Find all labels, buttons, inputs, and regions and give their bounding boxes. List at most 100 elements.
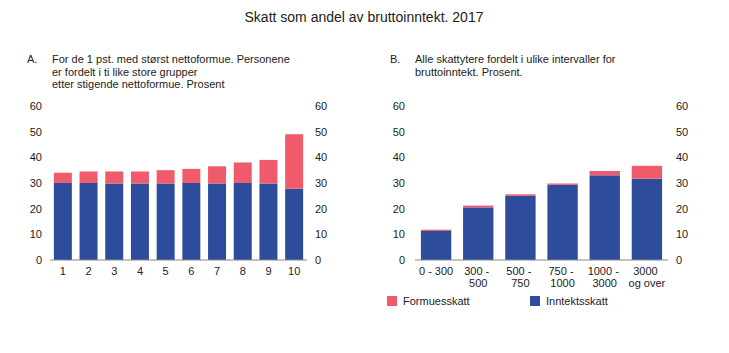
x-tick-line: 0 - 300 xyxy=(419,265,453,277)
panel-label: A. xyxy=(27,53,37,65)
x-tick-line: 1000 - xyxy=(588,265,622,277)
y-tick-label-right: 20 xyxy=(315,203,327,215)
x-tick-label: 0 - 300 xyxy=(419,265,453,277)
bar xyxy=(157,184,175,260)
x-tick-label: 9 xyxy=(265,265,271,277)
bar xyxy=(259,184,277,260)
bar xyxy=(463,206,493,208)
legend: Formuesskatt Inntektsskatt xyxy=(387,295,608,307)
x-tick-line: 500 - xyxy=(506,265,534,277)
y-tick-label: 20 xyxy=(30,203,42,215)
bar xyxy=(285,134,303,188)
x-tick-line: 6 xyxy=(188,265,194,277)
x-tick-label: 8 xyxy=(240,265,246,277)
x-tick-line: 750 - xyxy=(549,265,577,277)
x-tick-line: 1000 xyxy=(550,277,574,289)
bars xyxy=(421,166,662,260)
x-tick-label: 5 xyxy=(163,265,169,277)
bar xyxy=(234,162,252,183)
y-tick-label-right: 40 xyxy=(676,151,688,163)
bar xyxy=(131,171,149,183)
subtitle: bruttoinntekt. Prosent. xyxy=(415,66,523,78)
y-tick-label-right: 30 xyxy=(676,177,688,189)
bar xyxy=(182,183,200,260)
x-tick-label: 300 - 500 xyxy=(464,265,492,289)
bars xyxy=(54,134,303,260)
bar xyxy=(54,183,72,260)
x-tick-label: 500 - 750 xyxy=(506,265,534,289)
bar xyxy=(463,207,493,260)
y-tick-label: 20 xyxy=(393,203,405,215)
y-tick-label-right: 10 xyxy=(315,228,327,240)
x-tick-line: 3000 xyxy=(593,277,617,289)
bar xyxy=(80,183,98,260)
bar xyxy=(421,231,451,260)
bar xyxy=(80,171,98,183)
x-tick-line: 1 xyxy=(60,265,66,277)
bar xyxy=(547,185,577,260)
x-tick-label: 10 xyxy=(288,265,300,277)
x-tick-label: 3 xyxy=(111,265,117,277)
bar xyxy=(131,184,149,260)
chart-title: Skatt som andel av bruttoinntekt. 2017 xyxy=(245,9,484,25)
x-tick-line: 3000 xyxy=(633,265,661,277)
x-tick-label: 2 xyxy=(85,265,91,277)
y-tick-label: 40 xyxy=(393,151,405,163)
bar xyxy=(105,171,123,183)
x-tick-line: 300 - xyxy=(464,265,492,277)
x-tick-line: 3 xyxy=(111,265,117,277)
x-tick-label: 6 xyxy=(188,265,194,277)
bar xyxy=(421,230,451,231)
y-tick-label-right: 60 xyxy=(676,100,688,112)
y-tick-label: 0 xyxy=(36,254,42,266)
bar xyxy=(505,194,535,196)
x-tick-line: 5 xyxy=(163,265,169,277)
x-tick-line: 2 xyxy=(85,265,91,277)
y-tick-label-right: 10 xyxy=(676,228,688,240)
x-axis-line xyxy=(415,260,668,261)
legend-label: Inntektsskatt xyxy=(546,295,608,307)
y-tick-label-right: 0 xyxy=(676,254,682,266)
x-tick-label: 1000 - 3000 xyxy=(588,265,622,289)
panel-label: B. xyxy=(390,53,400,65)
legend-label: Formuesskatt xyxy=(403,295,470,307)
x-tick-line: 7 xyxy=(214,265,220,277)
bar xyxy=(157,170,175,183)
panel: A. For de 1 pst. med størst nettoformue. … xyxy=(27,53,327,277)
panel: B.Alle skattytere fordelt i ulike interv… xyxy=(390,53,688,289)
x-tick-label: 4 xyxy=(137,265,143,277)
y-tick-label-right: 0 xyxy=(315,254,321,266)
x-tick-line: 4 xyxy=(137,265,143,277)
y-tick-label: 30 xyxy=(30,177,42,189)
y-tick-label: 10 xyxy=(393,228,405,240)
y-tick-label: 50 xyxy=(393,126,405,138)
bar xyxy=(632,166,662,179)
bar xyxy=(105,184,123,260)
y-tick-label-right: 20 xyxy=(676,203,688,215)
x-axis-line xyxy=(50,260,307,261)
legend-swatch xyxy=(530,296,540,306)
subtitle: For de 1 pst. med størst nettoformue. Pe… xyxy=(52,53,290,65)
bar xyxy=(259,160,277,184)
x-tick-line: 500 xyxy=(469,277,487,289)
bar xyxy=(590,171,620,175)
x-tick-line: 750 xyxy=(511,277,529,289)
x-tick-line: og over xyxy=(629,277,666,289)
bar xyxy=(505,196,535,260)
y-tick-label: 40 xyxy=(30,151,42,163)
x-tick-line: 10 xyxy=(288,265,300,277)
y-tick-label: 60 xyxy=(393,100,405,112)
x-tick-label: 3000 og over xyxy=(629,265,666,289)
y-tick-label: 0 xyxy=(399,254,405,266)
y-tick-label-right: 40 xyxy=(315,151,327,163)
subtitle: er fordelt i ti like store grupper xyxy=(52,66,198,78)
x-tick-label: 750 - 1000 xyxy=(549,265,577,289)
bar xyxy=(632,179,662,260)
x-tick-line: 9 xyxy=(265,265,271,277)
y-tick-label-right: 50 xyxy=(315,126,327,138)
y-tick-label-right: 50 xyxy=(676,126,688,138)
x-tick-label: 1 xyxy=(60,265,66,277)
bar xyxy=(590,175,620,260)
bar xyxy=(54,173,72,183)
y-tick-label-right: 30 xyxy=(315,177,327,189)
